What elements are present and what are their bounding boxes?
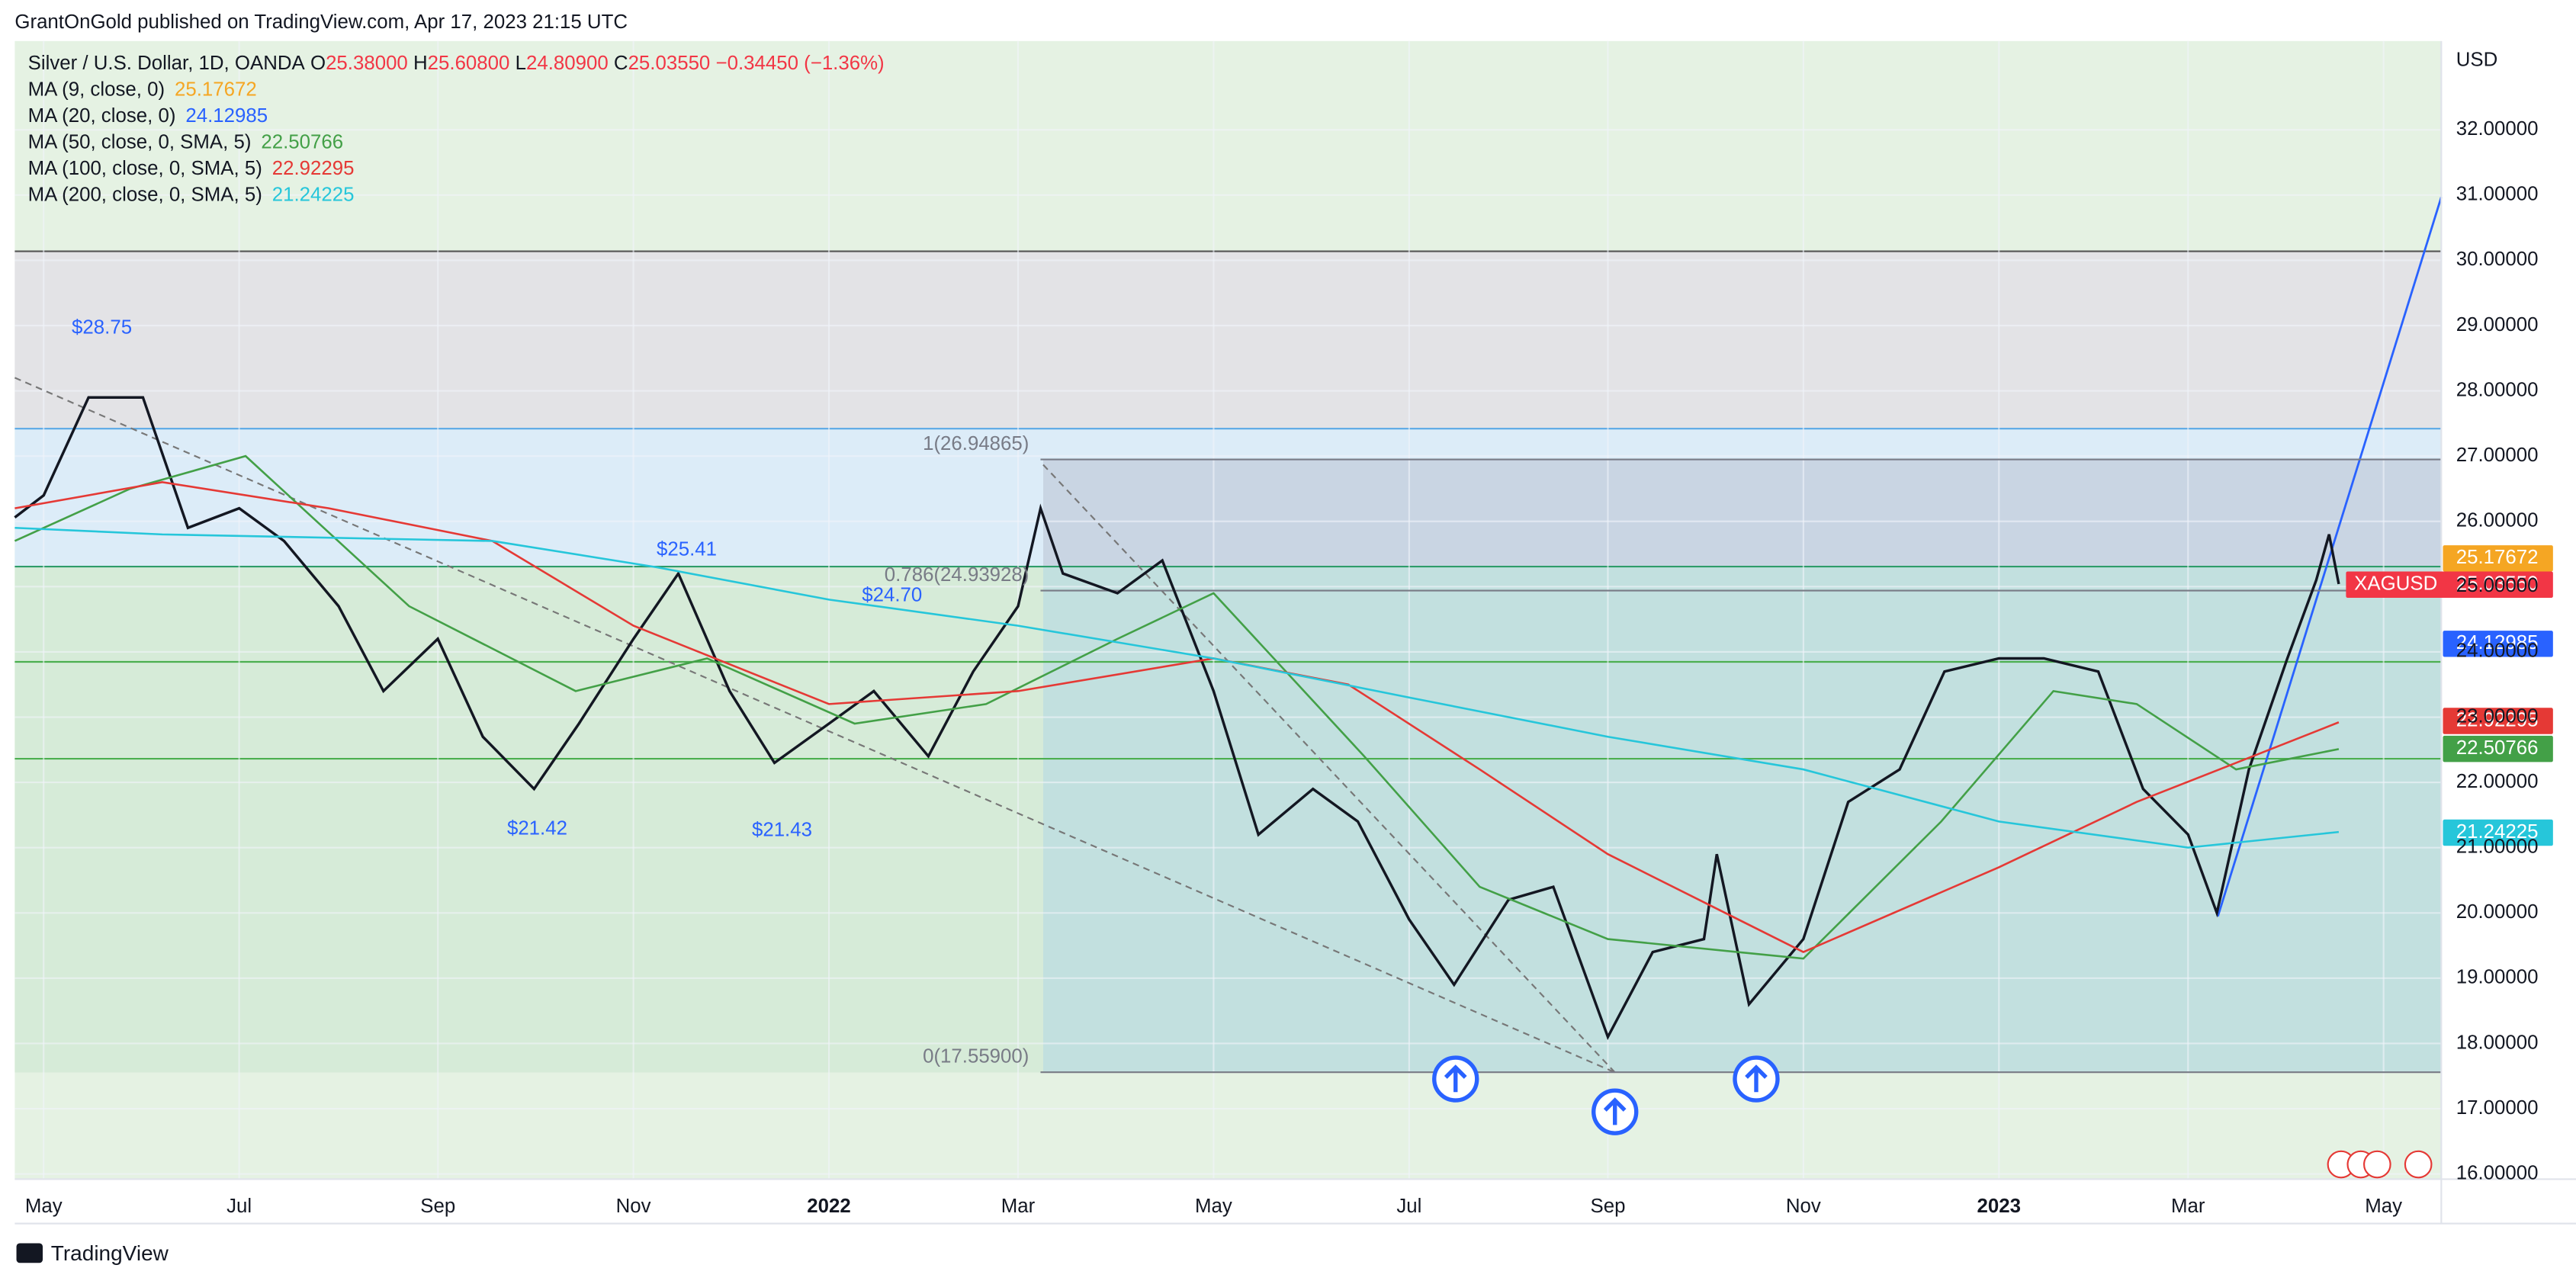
y-tick-label: 28.00000 bbox=[2456, 379, 2539, 400]
x-tick-label: 2022 bbox=[807, 1196, 850, 1217]
trend-line bbox=[14, 377, 1616, 1074]
annotation: $21.42 bbox=[507, 818, 567, 840]
price-tag-label: 25.03550 bbox=[2456, 573, 2539, 595]
ohlc-key: O bbox=[310, 53, 326, 74]
currency: USD bbox=[2456, 50, 2498, 71]
ma-legend: MA (100, close, 0, SMA, 5) 22.92295 bbox=[28, 158, 355, 179]
fib-label: 0(17.55900) bbox=[923, 1046, 1029, 1068]
ma-value: 22.92295 bbox=[272, 158, 355, 179]
ma-value: 25.17672 bbox=[175, 79, 257, 100]
annotation: $25.41 bbox=[657, 538, 717, 560]
ohlc-value: 25.60800 bbox=[428, 53, 510, 74]
arrow-icon bbox=[1432, 1055, 1780, 1135]
y-tick-label: 16.00000 bbox=[2456, 1162, 2539, 1183]
x-tick-label: Jul bbox=[1396, 1196, 1421, 1217]
y-tick-label: 19.00000 bbox=[2456, 967, 2539, 988]
price-tag bbox=[2443, 819, 2553, 846]
footer: TradingView bbox=[51, 1241, 169, 1265]
price-line bbox=[14, 396, 2340, 1041]
ma-line bbox=[14, 454, 2340, 960]
fib-label: 1(26.94865) bbox=[923, 433, 1029, 454]
y-tick-label: 26.00000 bbox=[2456, 510, 2539, 531]
fib-box bbox=[1043, 460, 2442, 567]
x-tick-label: Sep bbox=[420, 1196, 455, 1217]
price-tag bbox=[2443, 545, 2553, 572]
ma-legend: MA (200, close, 0, SMA, 5) 21.24225 bbox=[28, 184, 355, 205]
y-tick-label: 17.00000 bbox=[2456, 1097, 2539, 1119]
fib-label: 0.786(24.93928) bbox=[885, 564, 1029, 586]
ma-legend: MA (9, close, 0) 25.17672 bbox=[28, 79, 257, 100]
x-tick-label: Jul bbox=[226, 1196, 252, 1217]
x-tick-label: Sep bbox=[1590, 1196, 1625, 1217]
ma-value: 22.50766 bbox=[261, 131, 343, 152]
ma-name: MA (20, close, 0) bbox=[28, 105, 176, 127]
price-tag-label: 22.92295 bbox=[2456, 709, 2539, 730]
ma-line bbox=[14, 526, 2340, 849]
ohlc-key: C bbox=[614, 53, 628, 74]
trend-line bbox=[1042, 464, 1616, 1074]
price-tag bbox=[2443, 735, 2553, 762]
price-tag-label: 21.24225 bbox=[2456, 821, 2539, 843]
x-tick-label: 2023 bbox=[1977, 1196, 2021, 1217]
ma-name: MA (50, close, 0, SMA, 5) bbox=[28, 131, 252, 152]
y-tick-label: 18.00000 bbox=[2456, 1032, 2539, 1053]
annotation: $21.43 bbox=[752, 820, 812, 841]
ma-legend: MA (50, close, 0, SMA, 5) 22.50766 bbox=[28, 131, 344, 152]
ma-value: 24.12985 bbox=[185, 105, 268, 127]
y-tick-label: 31.00000 bbox=[2456, 184, 2539, 205]
ma-legend: MA (20, close, 0) 24.12985 bbox=[28, 105, 268, 127]
annotation: $24.70 bbox=[862, 585, 922, 606]
y-tick-label: 32.00000 bbox=[2456, 118, 2539, 140]
price-tag-label: 22.50766 bbox=[2456, 737, 2539, 759]
legend-ohlc: Silver / U.S. Dollar, 1D, OANDA O25.3800… bbox=[28, 53, 885, 74]
price-tag bbox=[2346, 571, 2553, 598]
x-tick-label: Mar bbox=[2171, 1196, 2205, 1217]
ma-value: 21.24225 bbox=[272, 184, 355, 205]
header: GrantOnGold published on TradingView.com… bbox=[14, 11, 628, 33]
event-flag bbox=[2327, 1150, 2433, 1179]
ma-name: MA (200, close, 0, SMA, 5) bbox=[28, 184, 262, 205]
y-tick-label: 25.00000 bbox=[2456, 575, 2539, 596]
ohlc-value: 24.80900 bbox=[526, 53, 609, 74]
ma-name: MA (9, close, 0) bbox=[28, 79, 165, 100]
y-tick-label: 24.00000 bbox=[2456, 640, 2539, 662]
x-tick-label: Nov bbox=[616, 1196, 651, 1217]
x-tick-label: May bbox=[1195, 1196, 1232, 1217]
ohlc-key: L bbox=[516, 53, 526, 74]
y-tick-label: 22.00000 bbox=[2456, 771, 2539, 792]
price-tag-label: 25.17672 bbox=[2456, 547, 2539, 568]
ohlc-value: 25.38000 bbox=[326, 53, 408, 74]
ohlc-key: H bbox=[413, 53, 428, 74]
projection-line bbox=[2217, 197, 2443, 917]
y-tick-label: 23.00000 bbox=[2456, 705, 2539, 727]
footer-logo bbox=[16, 1243, 43, 1263]
y-tick-label: 27.00000 bbox=[2456, 445, 2539, 466]
y-tick-label: 21.00000 bbox=[2456, 836, 2539, 858]
symbol: Silver / U.S. Dollar, 1D, OANDA bbox=[28, 53, 306, 74]
y-tick-label: 30.00000 bbox=[2456, 249, 2539, 270]
x-tick-label: Mar bbox=[1001, 1196, 1036, 1217]
ticker-tag: XAGUSD bbox=[2354, 573, 2437, 595]
price-tag-label: 24.12985 bbox=[2456, 632, 2539, 653]
x-tick-label: May bbox=[25, 1196, 63, 1217]
ohlc-value: 25.03550 bbox=[628, 53, 711, 74]
price-tag bbox=[2443, 708, 2553, 734]
change: −0.34450 (−1.36%) bbox=[716, 53, 885, 74]
annotation: $28.75 bbox=[72, 317, 132, 339]
x-tick-label: May bbox=[2365, 1196, 2402, 1217]
y-tick-label: 20.00000 bbox=[2456, 901, 2539, 923]
y-tick-label: 29.00000 bbox=[2456, 314, 2539, 336]
x-tick-label: Nov bbox=[1786, 1196, 1821, 1217]
price-tag bbox=[2443, 631, 2553, 657]
zone bbox=[14, 251, 2442, 429]
ma-name: MA (100, close, 0, SMA, 5) bbox=[28, 158, 262, 179]
